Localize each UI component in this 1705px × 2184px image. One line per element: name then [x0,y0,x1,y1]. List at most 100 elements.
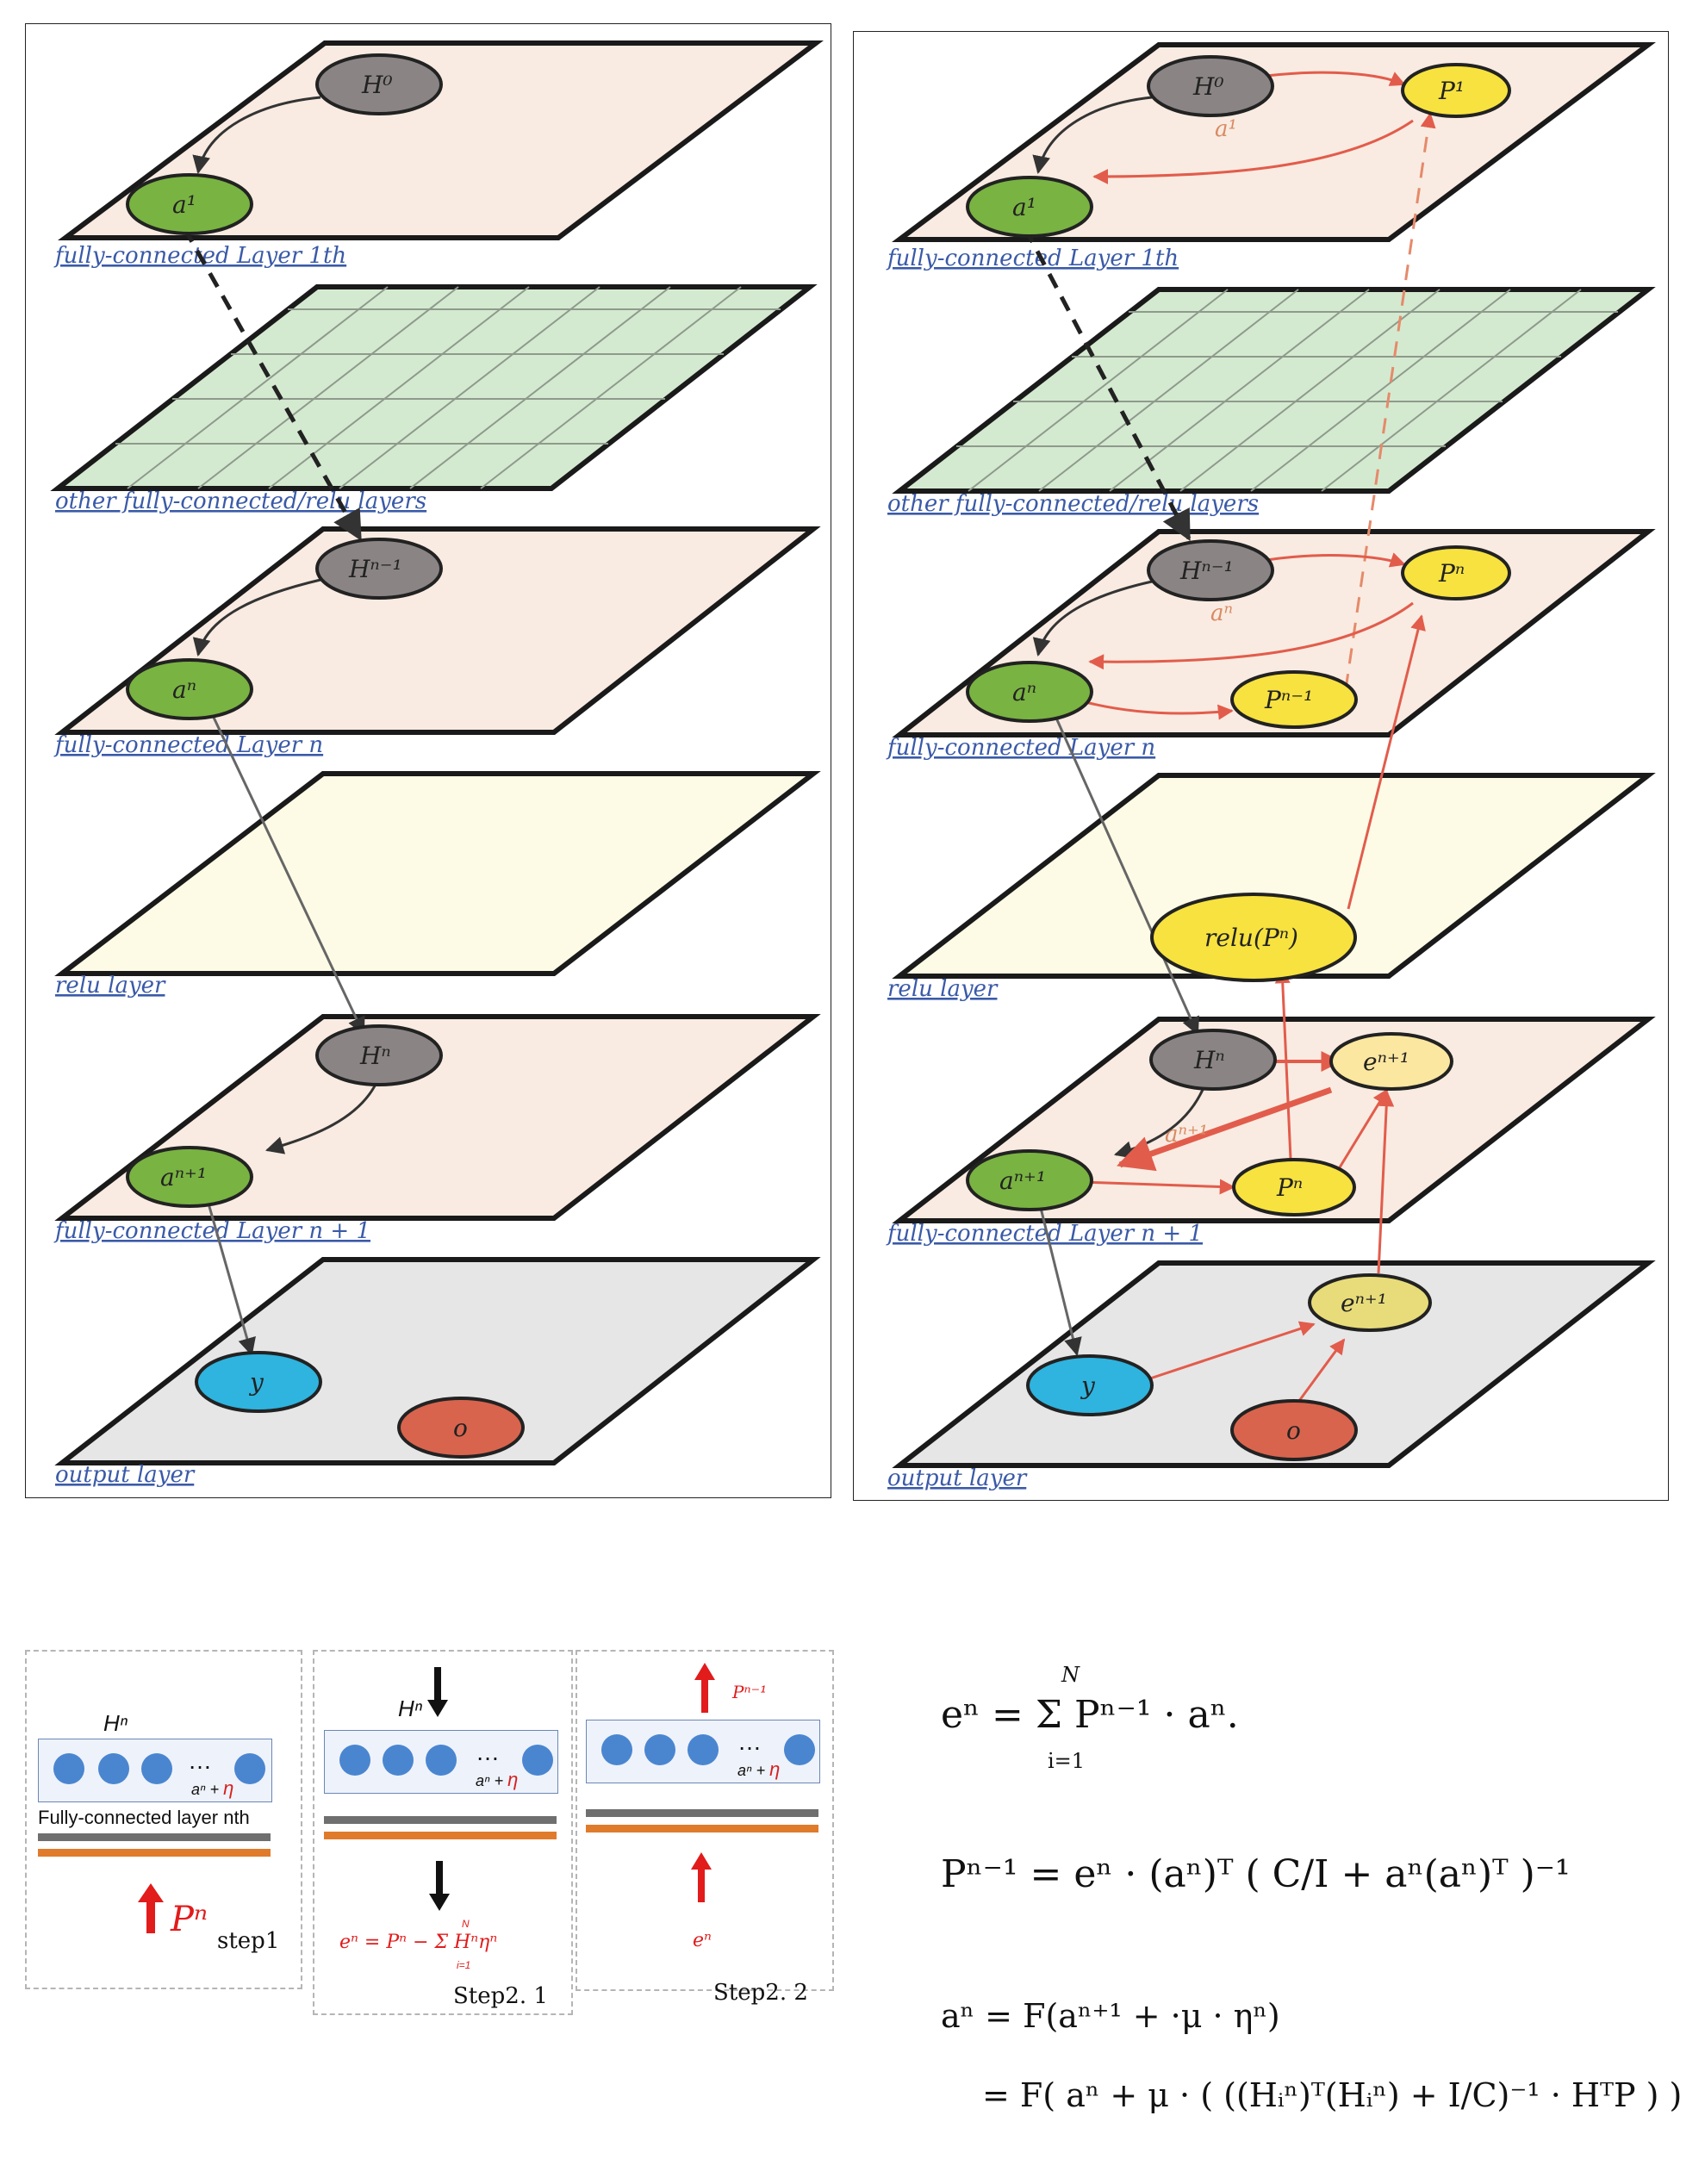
step21-dot-last [522,1745,553,1776]
step1-ellipsis: … [188,1747,212,1774]
step22-a-eta: aⁿ + η [737,1758,781,1780]
right-node-en+1-a: eⁿ⁺¹ [1329,1032,1453,1091]
left-node-hn: Hⁿ [315,1024,443,1086]
step21-a-eta: aⁿ + η [476,1769,519,1790]
step22-dot-last [784,1734,815,1765]
equation-3b: = F( aⁿ + μ · ( ((Hᵢⁿ)ᵀ(Hᵢⁿ) + I/C)⁻¹ · … [982,2076,1683,2114]
step21-h-label: Hⁿ [398,1696,423,1721]
svg-text:Pⁿ: Pⁿ [1276,1173,1303,1202]
step22-orange-line [586,1825,818,1832]
svg-text:a¹: a¹ [1012,193,1036,221]
svg-text:H⁰: H⁰ [361,71,393,99]
step21-ellipsis: … [476,1739,500,1765]
right-edges [1023,71,1436,1405]
step1-orange-line [38,1849,271,1857]
step22-ellipsis: … [737,1728,762,1755]
left-layer-6-label: output layer [55,1462,196,1488]
svg-text:Pⁿ⁻¹: Pⁿ⁻¹ [1264,686,1313,714]
left-diagram: fully-connected Layer 1th other fully-co… [50,40,824,1488]
equation-1-sum-bottom: i=1 [1048,1749,1086,1773]
step1-a-eta: aⁿ + η [191,1777,234,1799]
svg-text:H⁰: H⁰ [1192,72,1224,101]
left-node-hn-1: Hⁿ⁻¹ [315,538,443,600]
equation-2: Pⁿ⁻¹ = eⁿ · (aⁿ)ᵀ ( C/I + aⁿ(aⁿ)ᵀ )⁻¹ [941,1852,1571,1896]
right-layer-1-label: fully-connected Layer 1th [886,246,1179,271]
right-edge-label-an: aⁿ [1210,600,1233,626]
step1-p-label: Pⁿ [171,1900,208,1939]
step22-dot-1 [601,1734,632,1765]
left-layer-4: relu layer [54,771,821,999]
svg-text:aⁿ⁺¹: aⁿ⁺¹ [160,1163,207,1192]
svg-text:aⁿ: aⁿ [1012,678,1036,706]
svg-text:a¹: a¹ [172,190,196,219]
right-node-h0: H⁰ [1147,55,1274,117]
left-layer-2: other fully-connected/relu layers [50,284,818,514]
step21-gray-line [324,1816,557,1824]
left-node-an: aⁿ [126,658,253,720]
svg-text:o: o [1286,1416,1301,1445]
step22-box [576,1650,834,1991]
step22-gray-line [586,1809,818,1817]
step21-down-arrow-icon-top [427,1667,448,1717]
step22-step-label: Step2. 2 [713,1980,808,2006]
right-node-y: y [1026,1354,1154,1416]
left-layer-5-label: fully-connected Layer n + 1 [53,1218,370,1244]
svg-text:o: o [453,1414,468,1442]
right-edge-label-an+1: aⁿ⁺¹ [1165,1122,1208,1148]
step21-box [313,1650,573,2015]
step22-dot-2 [644,1734,675,1765]
left-node-a1: a¹ [126,173,253,235]
step21-formula: eⁿ = Pⁿ − Σ Hⁿηⁿ [339,1932,498,1953]
right-node-p1: P¹ [1401,63,1511,118]
step21-orange-line [324,1832,557,1839]
right-node-pn: Pⁿ [1401,545,1511,600]
right-node-pn-b: Pⁿ [1232,1158,1356,1216]
step1-layer-caption: Fully-connected layer nth [38,1807,250,1828]
equation-3a: aⁿ = F(aⁿ⁺¹ + ·μ · ηⁿ) [941,1997,1280,2035]
svg-text:Hⁿ⁻¹: Hⁿ⁻¹ [1179,557,1234,585]
svg-text:Hⁿ: Hⁿ [1193,1046,1225,1074]
step1-dot-3 [141,1753,172,1784]
right-node-hn: Hⁿ [1149,1029,1277,1091]
step1-up-arrow-icon [138,1883,164,1933]
svg-text:Hⁿ⁻¹: Hⁿ⁻¹ [348,555,402,583]
left-layer-4-label: relu layer [55,973,166,999]
equation-1-sum-top: N [1061,1663,1080,1687]
right-diagram: fully-connected Layer 1th other fully-co… [886,42,1656,1491]
step21-dot-1 [339,1745,370,1776]
step22-dot-3 [688,1734,719,1765]
right-node-relu-pn: relu(Pⁿ) [1150,893,1357,982]
svg-text:eⁿ⁺¹: eⁿ⁺¹ [1363,1048,1409,1076]
right-layer-3-label: fully-connected Layer n [886,735,1155,761]
step21-dot-2 [383,1745,414,1776]
step1-h-label: Hⁿ [103,1710,128,1736]
step1-dot-2 [98,1753,129,1784]
step21-sum-top: N [462,1918,470,1930]
right-diagram-panel [853,31,1669,1501]
right-layer-2: other fully-connected/relu layers [887,287,1656,517]
right-node-hn-1: Hⁿ⁻¹ [1147,539,1274,601]
svg-text:aⁿ⁺¹: aⁿ⁺¹ [999,1167,1046,1195]
left-node-y: y [195,1351,322,1413]
step22-up-arrow-icon-bottom [691,1852,712,1902]
svg-text:y: y [1080,1372,1096,1400]
step21-dot-3 [426,1745,457,1776]
right-node-en+1-b: eⁿ⁺¹ [1308,1273,1432,1332]
equation-1: eⁿ = Σ Pⁿ⁻¹ · aⁿ. [941,1693,1239,1737]
step1-dot-last [234,1753,265,1784]
step1-box [25,1650,302,1989]
right-layer-2-label: other fully-connected/relu layers [887,491,1259,517]
step1-step-label: step1 [217,1928,280,1954]
right-layer-4-label: relu layer [887,976,999,1002]
svg-text:y: y [248,1368,264,1397]
left-layer-3-label: fully-connected Layer n [53,732,323,758]
left-layer-2-label: other fully-connected/relu layers [55,488,426,514]
right-node-a1: a¹ [966,176,1093,238]
left-layer-1: fully-connected Layer 1th [53,40,824,269]
left-node-an+1: aⁿ⁺¹ [126,1146,253,1208]
step21-step-label: Step2. 1 [453,1983,548,2009]
step22-up-arrow-icon-top [694,1663,715,1713]
right-node-an: aⁿ [966,661,1093,723]
right-layer-6-label: output layer [887,1465,1028,1491]
svg-text:P¹: P¹ [1438,77,1465,105]
